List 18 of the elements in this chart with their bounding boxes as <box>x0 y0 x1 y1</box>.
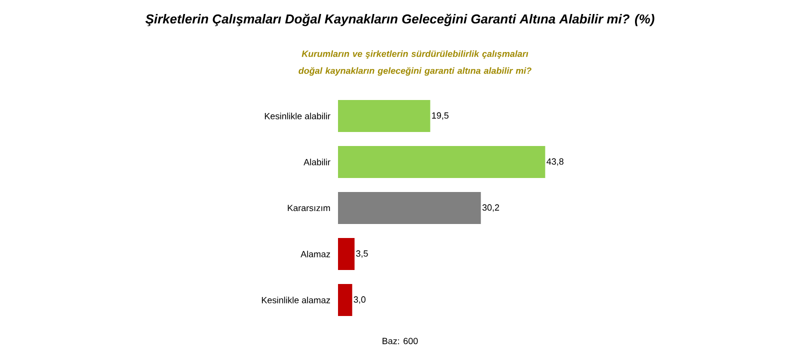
y-tick-label: Kararsızım <box>288 204 330 212</box>
data-label: 19,5 <box>432 112 449 120</box>
data-label: 30,2 <box>482 204 500 212</box>
chart-subtitle: Kurumların ve şirketlerin sürdürülebilirlik çalışmaları doğal kaynakların geleceğini garanti altına alabilir mi? <box>298 50 532 76</box>
y-tick-label: Kesinlikle alabilir <box>264 112 330 120</box>
data-label: 43,8 <box>546 158 564 166</box>
bar <box>338 192 481 224</box>
y-tick-label: Alamaz <box>300 250 330 258</box>
y-tick-label: Kesinlikle alamaz <box>262 296 330 304</box>
chart-title: Şirketlerin Çalışmaları Doğal Kaynakların Geleceğini Garanti Altına Alabilir mi? (%) <box>145 14 654 26</box>
bar <box>338 284 352 316</box>
data-label: 3,0 <box>354 296 366 304</box>
bar <box>338 146 546 178</box>
bar <box>338 238 355 270</box>
y-tick-label: Alabilir <box>304 158 330 166</box>
data-label: 3,5 <box>356 250 368 258</box>
text: Baz: 600 <box>382 338 418 344</box>
bar <box>338 100 430 132</box>
